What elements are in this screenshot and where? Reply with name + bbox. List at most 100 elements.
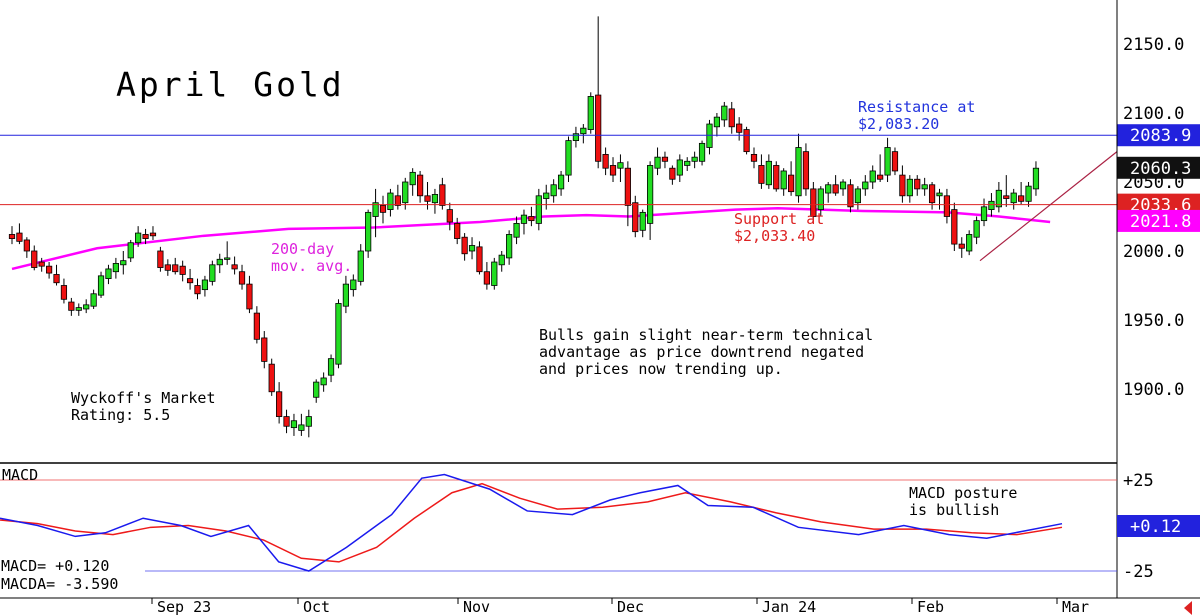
candle [1032, 161, 1040, 196]
candle-body-up [980, 206, 988, 222]
month-label: Mar [1062, 598, 1089, 615]
candle-body-down [750, 153, 758, 162]
month-label: Nov [463, 598, 490, 615]
candle-body-up [966, 234, 973, 252]
candle-body-down [758, 165, 765, 184]
candle-body-up [535, 195, 542, 224]
macd-line [0, 473, 1063, 572]
month-label: Jan 24 [762, 598, 816, 615]
candle-body-up [498, 254, 505, 266]
candle [958, 237, 965, 258]
candle-body-up [387, 192, 394, 210]
price-tick: 2100.0 [1123, 104, 1184, 124]
candle [409, 168, 416, 196]
price-tick: 2000.0 [1123, 242, 1184, 262]
candle [691, 151, 698, 169]
candle-body-up [209, 264, 216, 282]
candle [335, 299, 342, 369]
candle [135, 226, 142, 247]
candle [528, 206, 535, 227]
candle-body-down [609, 165, 617, 176]
macd-note-line: MACD posture [909, 484, 1017, 502]
candle-body-up [684, 160, 691, 166]
candle-body-down [16, 232, 23, 242]
candle [973, 216, 980, 245]
candle [721, 101, 728, 127]
candle-body-up [721, 105, 728, 121]
candle [276, 382, 283, 424]
candle-body-up [647, 165, 654, 224]
candle [38, 257, 45, 272]
candle [750, 147, 758, 169]
candle-body-up [639, 211, 646, 231]
candle [68, 297, 75, 316]
candle [854, 186, 861, 210]
candle-body-up [936, 192, 943, 197]
candle [1010, 188, 1017, 210]
candle [379, 195, 387, 224]
candle-body-down [164, 264, 171, 271]
candle-body-down [179, 265, 186, 275]
candle-body-down [736, 123, 743, 133]
macd-readout-box [0, 555, 145, 596]
candle [839, 179, 847, 196]
candle-body-down [899, 174, 906, 197]
commentary-line: and prices now trending up. [539, 360, 783, 378]
candle-body-up [921, 184, 928, 190]
candle [142, 228, 149, 245]
price-badge: 2021.8 [1117, 209, 1200, 232]
candle [23, 237, 30, 258]
candle [387, 188, 394, 217]
resistance-label: Resistance at $2,083.20 [858, 98, 984, 133]
candle-body-down [788, 174, 795, 193]
candle-body-up [290, 420, 298, 429]
candle [995, 182, 1002, 213]
candle [372, 188, 379, 238]
candle [97, 271, 105, 298]
candle [105, 264, 112, 285]
candle [802, 143, 810, 196]
candle-body-up [698, 142, 706, 162]
candle-body-up [780, 170, 787, 190]
candle [617, 154, 624, 182]
candle-body-up [105, 268, 112, 280]
commentary: Bulls gain slight near-term technical ad… [539, 326, 882, 378]
candle [632, 195, 639, 238]
candle-body-up [839, 181, 847, 190]
candle [661, 151, 669, 169]
candle [209, 260, 216, 286]
resistance-label-line: Resistance at [858, 98, 975, 116]
candle [416, 170, 424, 203]
price-badge-text: 2060.3 [1130, 159, 1191, 179]
candle-body-up [135, 232, 142, 244]
candle-body-up [676, 159, 683, 176]
candle [647, 161, 654, 240]
candle [609, 157, 617, 182]
candle-body-up [216, 258, 223, 266]
candle-body-down [802, 151, 810, 190]
candle [684, 157, 691, 171]
candle-body-up [112, 263, 119, 273]
candle-body-down [186, 278, 194, 284]
candle [461, 233, 468, 261]
scroll-left-icon[interactable] [1184, 601, 1192, 615]
macd-signal-line [0, 482, 1063, 563]
candle [16, 223, 23, 245]
candle-body-up [506, 234, 513, 259]
candle-body-up [320, 377, 327, 386]
macd-badge: +0.12 [1130, 517, 1181, 537]
candle-body-up [869, 170, 876, 183]
candle [572, 126, 580, 148]
candle-body-up [765, 160, 772, 186]
candle-body-up [795, 147, 802, 197]
candle [127, 239, 134, 263]
candle [788, 161, 795, 196]
support-label-line: $2,033.40 [734, 227, 815, 245]
candle [624, 161, 631, 227]
candle [891, 147, 899, 176]
candle-body-down [951, 209, 958, 245]
price-badge-bg [1117, 209, 1200, 232]
candle [736, 117, 743, 141]
